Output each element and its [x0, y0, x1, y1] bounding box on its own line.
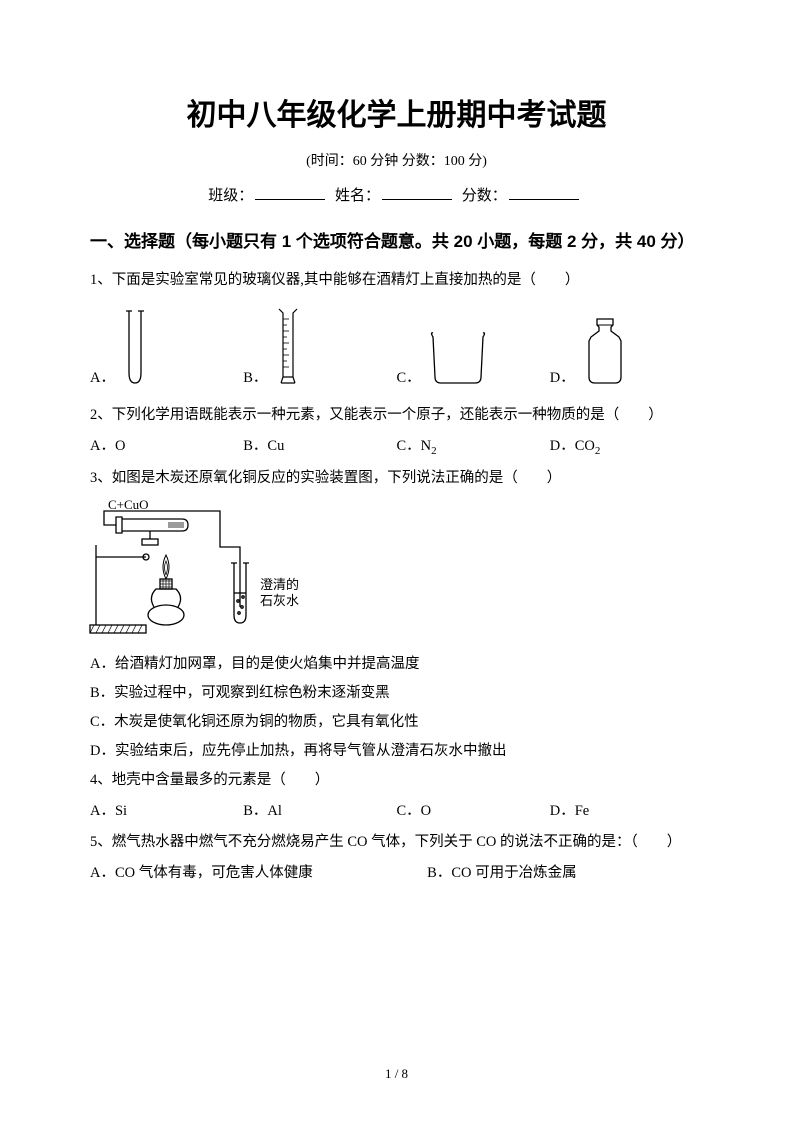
- q3-opt-d: D．实验结束后，应先停止加热，再将导气管从澄清石灰水中撤出: [90, 737, 703, 766]
- class-blank[interactable]: [255, 186, 325, 200]
- reagent-bottle-icon: [581, 317, 629, 387]
- q3-text: 3、如图是木炭还原氧化铜反应的实验装置图，下列说法正确的是（ ）: [90, 464, 703, 493]
- q5-text: 5、燃气热水器中燃气不充分燃烧易产生 CO 气体，下列关于 CO 的说法不正确的…: [90, 828, 703, 857]
- section-heading: 一、选择题（每小题只有 1 个选项符合题意。共 20 小题，每题 2 分，共 4…: [90, 223, 703, 260]
- q3-opt-c: C．木炭是使氧化铜还原为铜的物质，它具有氧化性: [90, 708, 703, 737]
- q3-opt-a: A．给酒精灯加网罩，目的是使火焰集中并提高温度: [90, 650, 703, 679]
- q3-apparatus: C+CuO: [90, 497, 703, 642]
- apparatus-label-top: C+CuO: [108, 497, 149, 512]
- test-tube-icon: [121, 309, 149, 387]
- q4-options: A．Si B．Al C．O D．Fe: [90, 797, 703, 826]
- q4-opt-b: B．Al: [243, 797, 396, 826]
- exam-subtitle: (时间：60 分钟 分数：100 分): [90, 150, 703, 170]
- q1-b-label: B．: [243, 366, 267, 387]
- q2-opt-b: B．Cu: [243, 432, 396, 462]
- page-title: 初中八年级化学上册期中考试题: [90, 90, 703, 134]
- apparatus-diagram-icon: C+CuO: [90, 497, 350, 637]
- q4-text: 4、地壳中含量最多的元素是（ ）: [90, 766, 703, 795]
- q1-c-label: C．: [397, 366, 421, 387]
- q2-opt-c: C．N2: [397, 432, 550, 462]
- q2-opt-a: A．O: [90, 432, 243, 462]
- score-label: 分数：: [462, 188, 507, 204]
- q4-opt-d: D．Fe: [550, 797, 703, 826]
- q1-a-label: A．: [90, 366, 115, 387]
- q5-opt-b: B．CO 可用于冶炼金属: [427, 859, 703, 888]
- page-number: 1 / 8: [0, 1066, 793, 1082]
- q4-opt-a: A．Si: [90, 797, 243, 826]
- q3-opt-b: B．实验过程中，可观察到红棕色粉末逐渐变黑: [90, 679, 703, 708]
- student-info-line: 班级： 姓名： 分数：: [90, 184, 703, 205]
- q1-d-label: D．: [550, 366, 575, 387]
- q1-opt-d: D．: [550, 317, 703, 387]
- beaker-icon: [427, 327, 489, 387]
- score-blank[interactable]: [509, 186, 579, 200]
- q1-text: 1、下面是实验室常见的玻璃仪器,其中能够在酒精灯上直接加热的是（ ）: [90, 266, 703, 295]
- apparatus-label-r2: 石灰水: [260, 593, 299, 608]
- q1-opt-b: B．: [243, 305, 396, 387]
- q2-text: 2、下列化学用语既能表示一种元素，又能表示一个原子，还能表示一种物质的是（ ）: [90, 401, 703, 430]
- class-label: 班级：: [208, 188, 253, 204]
- q1-options: A． B． C． D．: [90, 305, 703, 387]
- apparatus-label-r1: 澄清的: [260, 577, 299, 592]
- q4-opt-c: C．O: [397, 797, 550, 826]
- name-blank[interactable]: [382, 186, 452, 200]
- q1-opt-a: A．: [90, 309, 243, 387]
- graduated-cylinder-icon: [273, 305, 303, 387]
- q5-options-row1: A．CO 气体有毒，可危害人体健康 B．CO 可用于冶炼金属: [90, 859, 703, 888]
- q2-options: A．O B．Cu C．N2 D．CO2: [90, 432, 703, 462]
- name-label: 姓名：: [335, 188, 380, 204]
- q2-opt-d: D．CO2: [550, 432, 703, 462]
- q1-opt-c: C．: [397, 327, 550, 387]
- q5-opt-a: A．CO 气体有毒，可危害人体健康: [90, 859, 427, 888]
